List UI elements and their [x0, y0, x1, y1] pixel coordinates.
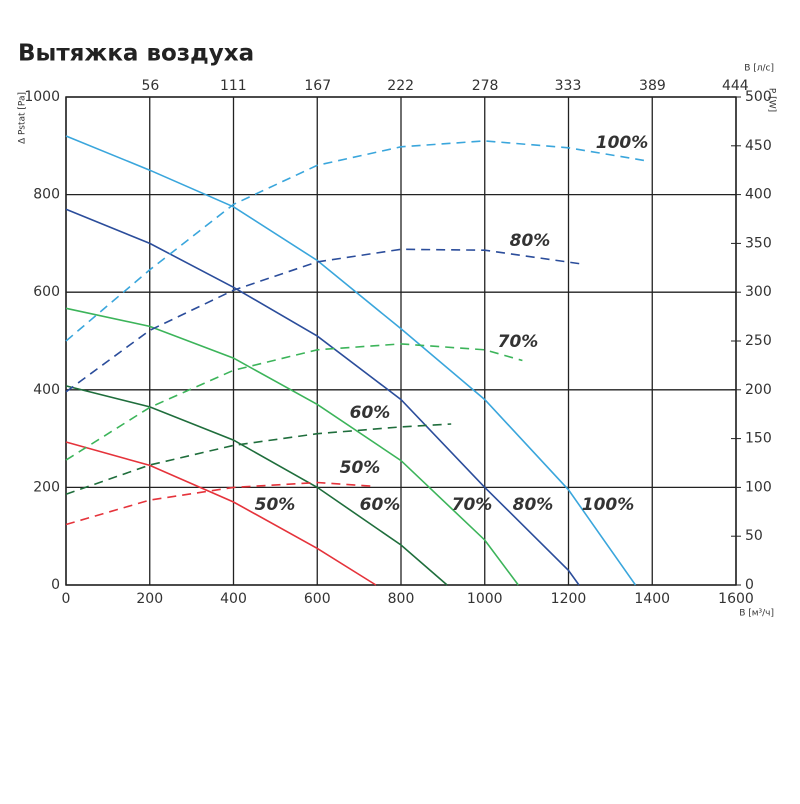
y2-tick-label: 450	[745, 138, 772, 154]
x2-tick-label: 56	[142, 78, 160, 94]
pressure-curve	[65, 135, 637, 586]
y-tick-label: 1000	[24, 89, 60, 105]
x-tick-label: 200	[136, 591, 163, 607]
x-tick-label: 1600	[718, 591, 754, 607]
x-axis-label: B [м³/ч]	[739, 609, 774, 619]
x-tick-label: 800	[388, 591, 415, 607]
curve-label: 60%	[360, 495, 401, 515]
y2-tick-label: 100	[745, 479, 772, 495]
y-tick-label: 600	[33, 284, 60, 300]
curve-label: 60%	[350, 403, 391, 423]
x2-tick-label: 111	[220, 78, 247, 94]
curve-label: 80%	[513, 495, 554, 515]
y2-tick-label: 400	[745, 187, 772, 203]
x-tick-label: 400	[220, 591, 247, 607]
y2-tick-label: 50	[745, 528, 763, 544]
y-axis-label: Δ Pstat [Pa]	[18, 92, 28, 144]
curve-label: 50%	[255, 495, 296, 515]
curve-label: 70%	[498, 332, 539, 352]
power-curve	[65, 423, 452, 495]
pressure-curve	[65, 208, 580, 586]
pressure-curve	[65, 441, 377, 586]
power-curve	[65, 343, 523, 461]
y-tick-label: 800	[33, 187, 60, 203]
pressure-curve	[65, 385, 448, 586]
curve-label: 80%	[510, 231, 551, 251]
x2-tick-label: 278	[472, 78, 499, 94]
x2-tick-label: 167	[304, 78, 331, 94]
power-curve	[65, 481, 376, 526]
y-tick-label: 400	[33, 382, 60, 398]
y-tick-label: 0	[51, 577, 60, 593]
curve-label: 100%	[582, 495, 635, 515]
x-tick-label: 600	[304, 591, 331, 607]
curve-label: 70%	[452, 495, 493, 515]
curve-label: 100%	[596, 133, 649, 153]
power-curve	[65, 248, 582, 393]
y2-tick-label: 300	[745, 284, 772, 300]
x2-tick-label: 222	[387, 78, 414, 94]
curve-label: 50%	[340, 458, 381, 478]
x2-tick-label: 444	[722, 78, 749, 94]
x2-axis-label: B [л/с]	[744, 64, 774, 74]
chart-title: Вытяжка воздуха	[18, 41, 254, 67]
y-tick-label: 200	[33, 479, 60, 495]
y2-tick-label: 250	[745, 333, 772, 349]
x-tick-label: 0	[62, 591, 71, 607]
x-tick-label: 1200	[551, 591, 587, 607]
y2-tick-label: 500	[745, 89, 772, 105]
y2-axis-label: P [W]	[767, 88, 777, 112]
x2-tick-label: 333	[555, 78, 582, 94]
x-tick-label: 1000	[467, 591, 503, 607]
y2-tick-label: 200	[745, 382, 772, 398]
x-tick-label: 1400	[634, 591, 670, 607]
y2-tick-label: 0	[745, 577, 754, 593]
x2-tick-label: 389	[639, 78, 666, 94]
pressure-curve	[65, 307, 519, 586]
y2-tick-label: 150	[745, 431, 772, 447]
power-curve	[65, 140, 645, 342]
y2-tick-label: 350	[745, 235, 772, 251]
